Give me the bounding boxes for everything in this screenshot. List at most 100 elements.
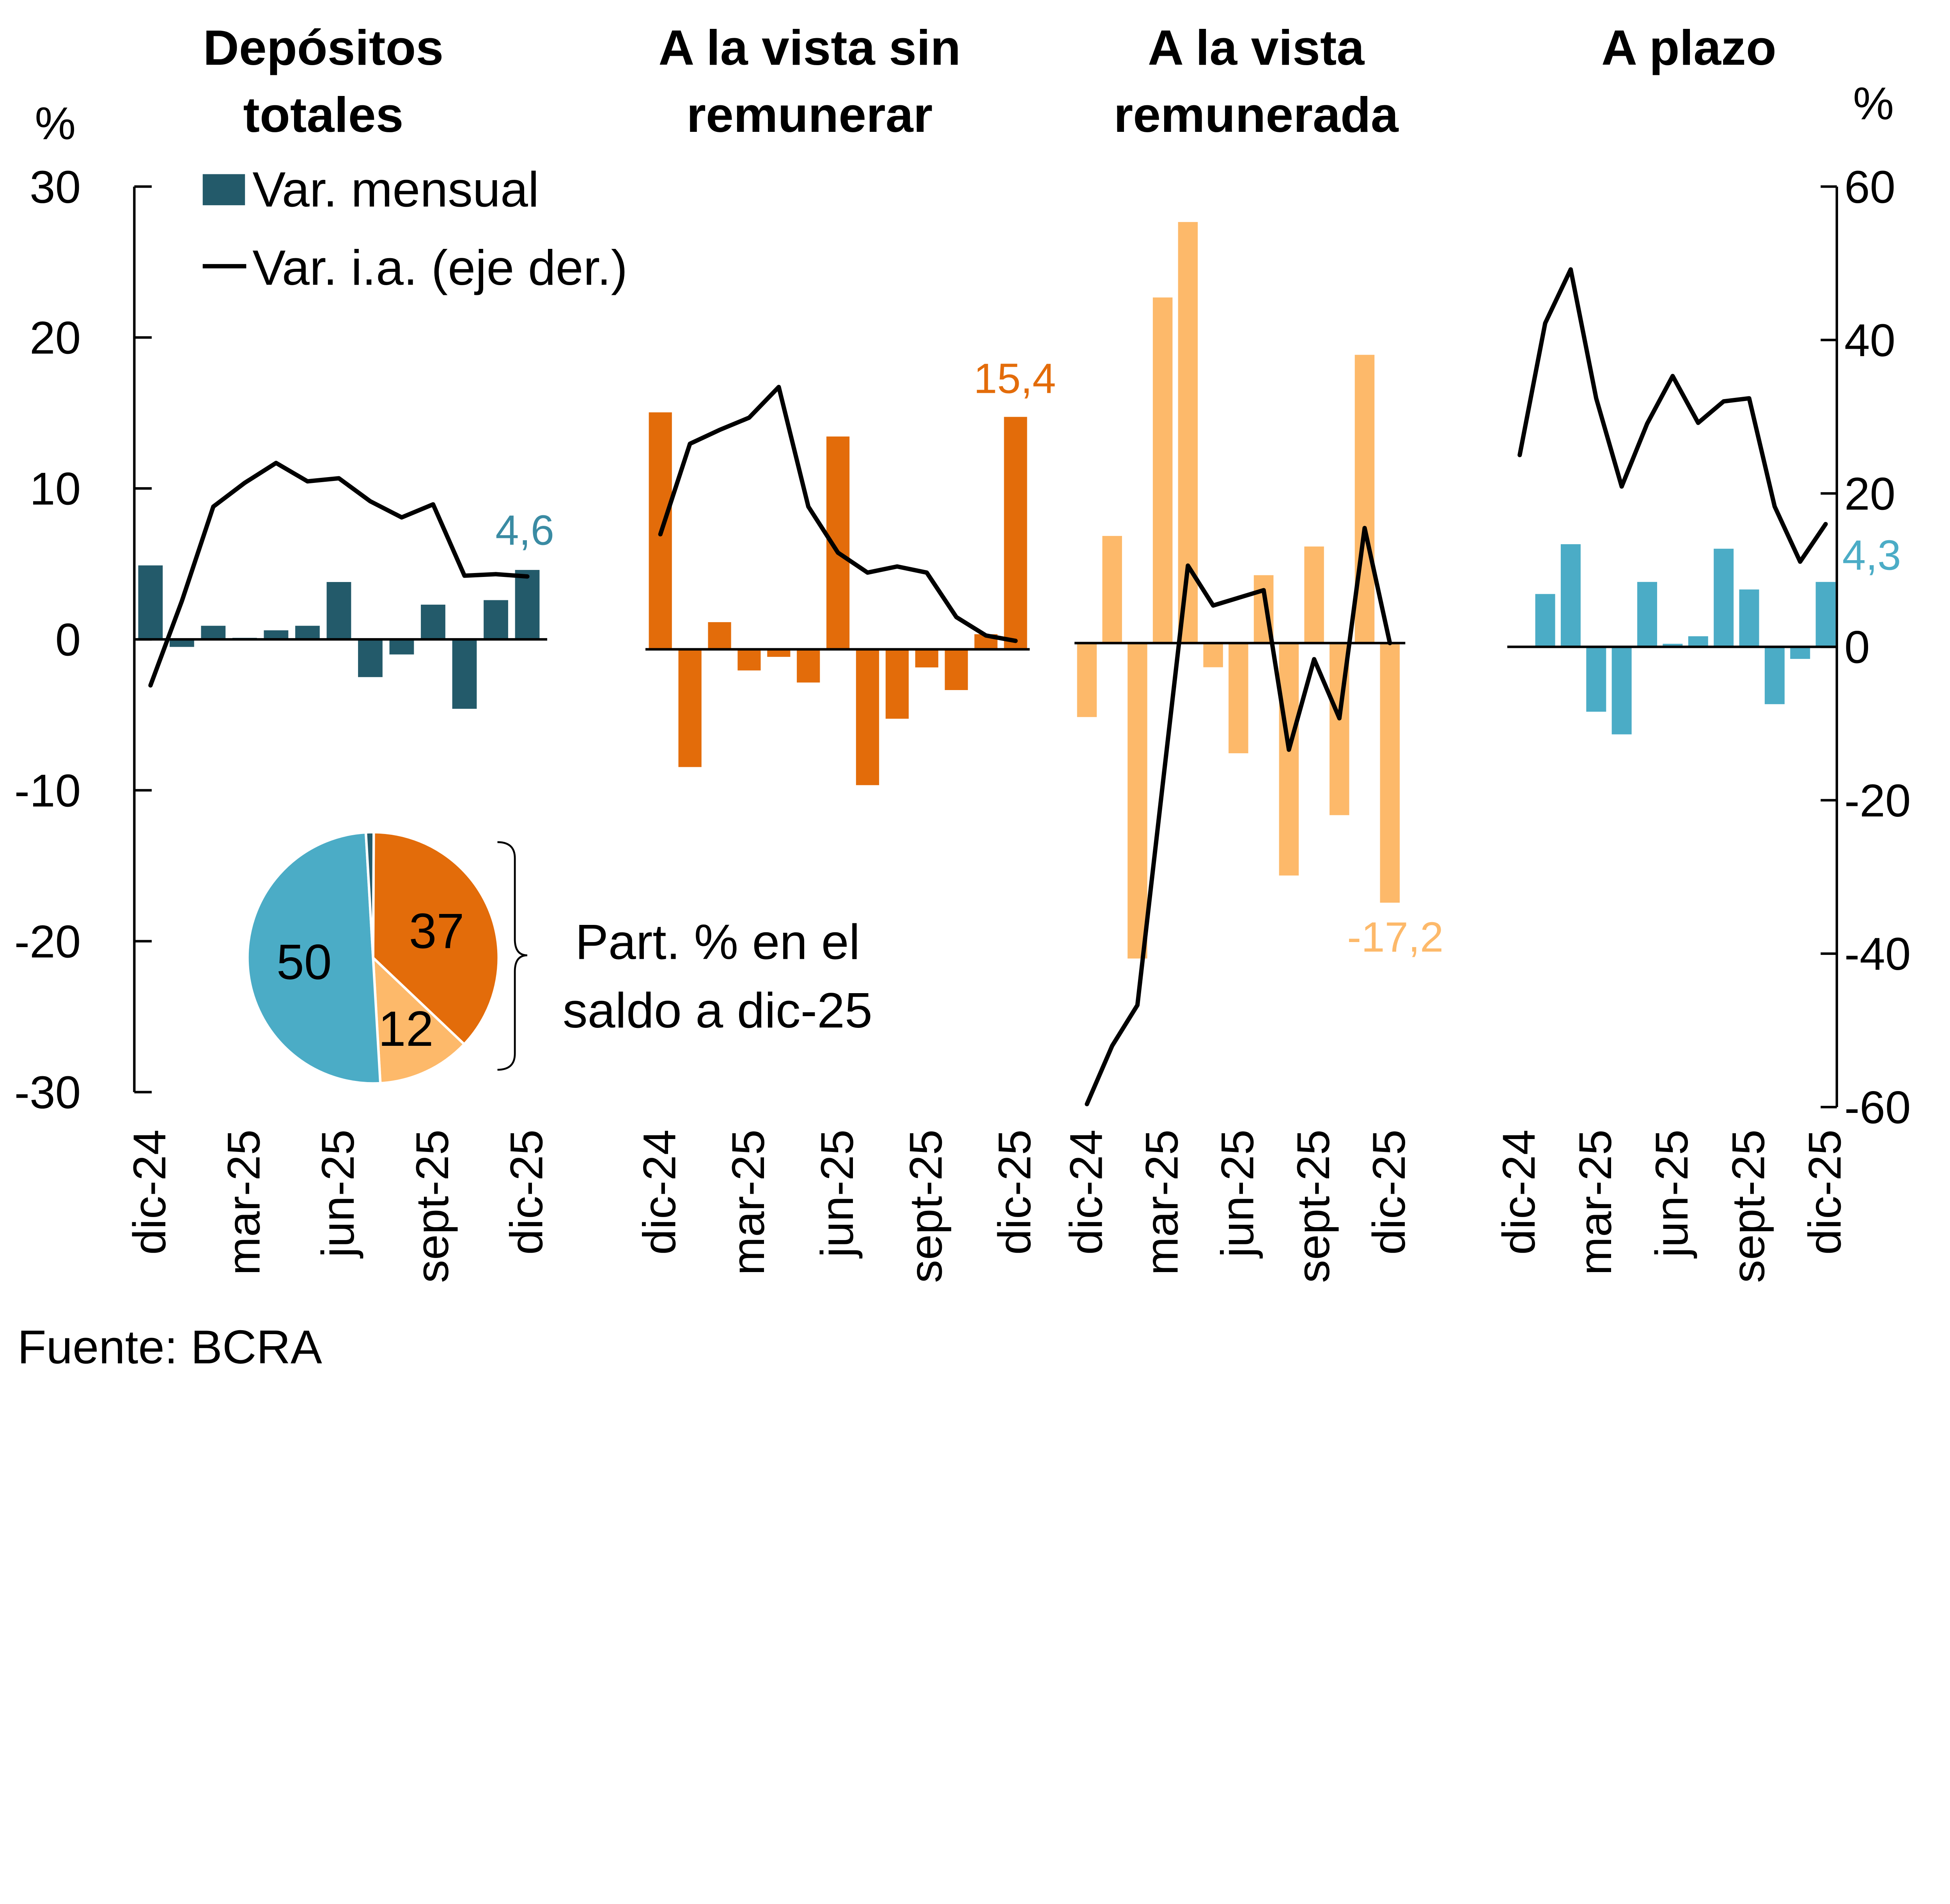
pie-slice-label: 12: [378, 1001, 434, 1057]
deposits-chart: Depósitos totales A la vista sin remuner…: [14, 20, 1911, 1373]
bar-feb-25: [1560, 544, 1581, 647]
bar-ago-25: [1279, 643, 1299, 876]
right-tick-label: -40: [1844, 928, 1911, 980]
bar-dic-25: [1380, 643, 1400, 903]
bar-ene-25: [678, 649, 702, 767]
left-tick-label: -20: [14, 916, 81, 967]
bar-dic-25: [515, 570, 540, 640]
pie-bracket: [497, 841, 528, 1071]
bar-may-25: [1637, 582, 1658, 647]
x-tick-label: jun-25: [1646, 1129, 1698, 1258]
x-tick-label: sept-25: [901, 1129, 952, 1283]
panel-3: dic-24 mar-25 jun-25 sept-25 dic-25: [1060, 222, 1415, 1283]
x-tick-label: dic-24: [1493, 1129, 1545, 1255]
x-tick-label: mar-25: [723, 1129, 774, 1275]
x-tick-label: mar-25: [1136, 1129, 1188, 1275]
bar-feb-25: [201, 626, 226, 640]
x-tick-label: dic-24: [124, 1129, 176, 1255]
x-tick-label: sept-25: [407, 1129, 458, 1283]
x-tick-label: dic-25: [989, 1129, 1041, 1255]
left-tick-label: 20: [30, 312, 81, 364]
bar-jul-25: [1688, 636, 1708, 647]
bar-dic-24: [1077, 643, 1097, 717]
panel-2-title-line2: remunerar: [686, 87, 932, 143]
left-tick-label: -10: [14, 765, 81, 816]
pie-slice-label: 50: [277, 935, 332, 990]
bar-jun-25: [326, 582, 351, 640]
x-tick-label: sept-25: [1723, 1129, 1774, 1283]
bar-abr-25: [767, 649, 791, 657]
bar-abr-25: [1611, 647, 1632, 735]
pie-note-line2: saldo a dic-25: [563, 983, 872, 1038]
bar-jun-25: [1663, 644, 1683, 647]
bar-mar-25: [737, 649, 761, 671]
yoy-line: [658, 385, 1018, 643]
panels: dic-24 mar-25 jun-25 sept-25 dic-25 dic-24 mar…: [124, 222, 1851, 1283]
panel-4: dic-24 mar-25 jun-25 sept-25 dic-25: [1493, 267, 1851, 1283]
legend-bar-label: Var. mensual: [252, 162, 539, 217]
x-tick-label: mar-25: [218, 1129, 270, 1275]
pie-note-line1: Part. % en el: [575, 915, 860, 970]
bar-ago-25: [389, 639, 414, 655]
left-axis-unit: %: [35, 98, 76, 149]
legend-line-label: Var. i.a. (eje der.): [252, 240, 628, 296]
left-tick-label: -30: [14, 1067, 81, 1118]
x-tick-label: dic-25: [501, 1129, 552, 1255]
right-axis-ticks: 60 40 20 0 -20 -40 -60: [1821, 161, 1911, 1133]
bar-dic-24: [138, 565, 163, 640]
panel-3-title-line1: A la vista: [1148, 20, 1365, 76]
x-tick-label: dic-25: [1363, 1129, 1415, 1255]
bar-dic-25: [1815, 582, 1836, 647]
panel-4-title-line1: A plazo: [1601, 20, 1776, 76]
panel-4-data-label: 4,3: [1842, 531, 1901, 578]
share-pie: 37 12 50: [246, 831, 500, 1085]
x-tick-label: jun-25: [812, 1129, 863, 1258]
right-tick-label: 40: [1844, 315, 1895, 366]
bar-sept-25: [915, 649, 938, 667]
panel-2-title-line1: A la vista sin: [658, 20, 961, 76]
bar-ago-25: [885, 649, 909, 719]
pie-slice: [364, 831, 375, 958]
right-tick-label: -20: [1844, 775, 1911, 827]
panel-2-data-label: 15,4: [974, 355, 1056, 402]
bar-mar-25: [1152, 297, 1173, 643]
bar-ene-25: [169, 639, 194, 647]
right-tick-label: 20: [1844, 468, 1895, 520]
panel-1: dic-24 mar-25 jun-25 sept-25 dic-25: [124, 461, 552, 1283]
bar-abr-25: [264, 630, 289, 640]
right-tick-label: -60: [1844, 1082, 1911, 1133]
bar-oct-25: [1764, 647, 1785, 704]
panel-1-data-label: 4,6: [495, 507, 554, 554]
left-tick-label: 10: [30, 463, 81, 515]
right-tick-label: 0: [1844, 622, 1870, 673]
bar-feb-25: [708, 622, 731, 649]
pie-slice: [371, 955, 466, 1085]
x-tick-label: dic-24: [1060, 1129, 1112, 1255]
bar-nov-25: [1790, 647, 1810, 659]
source-footer: Fuente: BCRA: [18, 1320, 322, 1373]
bar-sept-25: [1739, 589, 1759, 647]
panel-3-title-line2: remunerada: [1114, 87, 1399, 143]
left-tick-label: 0: [55, 614, 81, 665]
left-axis-ticks: 30 20 10 0 -10 -20 -30: [14, 161, 152, 1118]
legend-bar-swatch: [202, 174, 245, 206]
bar-may-25: [1203, 643, 1223, 667]
right-axis-unit: %: [1853, 78, 1894, 130]
bar-feb-25: [1127, 643, 1147, 959]
pie-slice: [246, 831, 382, 1085]
pie-slice: [372, 831, 500, 1046]
bar-jun-25: [1228, 643, 1248, 754]
pie-slice-label: 37: [409, 903, 464, 959]
left-tick-label: 30: [30, 161, 81, 213]
bar-sept-25: [1304, 546, 1324, 643]
yoy-line: [1085, 526, 1392, 1106]
x-tick-label: dic-25: [1799, 1129, 1851, 1255]
x-tick-label: jun-25: [312, 1129, 364, 1258]
panel-1-title-line2: totales: [243, 87, 404, 143]
panel-1-title-line1: Depósitos: [203, 20, 444, 76]
panel-2: dic-24 mar-25 jun-25 sept-25 dic-25: [634, 385, 1041, 1283]
panel-3-data-label: -17,2: [1347, 913, 1443, 960]
bar-nov-25: [484, 600, 508, 640]
bar-ene-25: [1535, 594, 1555, 647]
x-tick-label: mar-25: [1570, 1129, 1621, 1275]
